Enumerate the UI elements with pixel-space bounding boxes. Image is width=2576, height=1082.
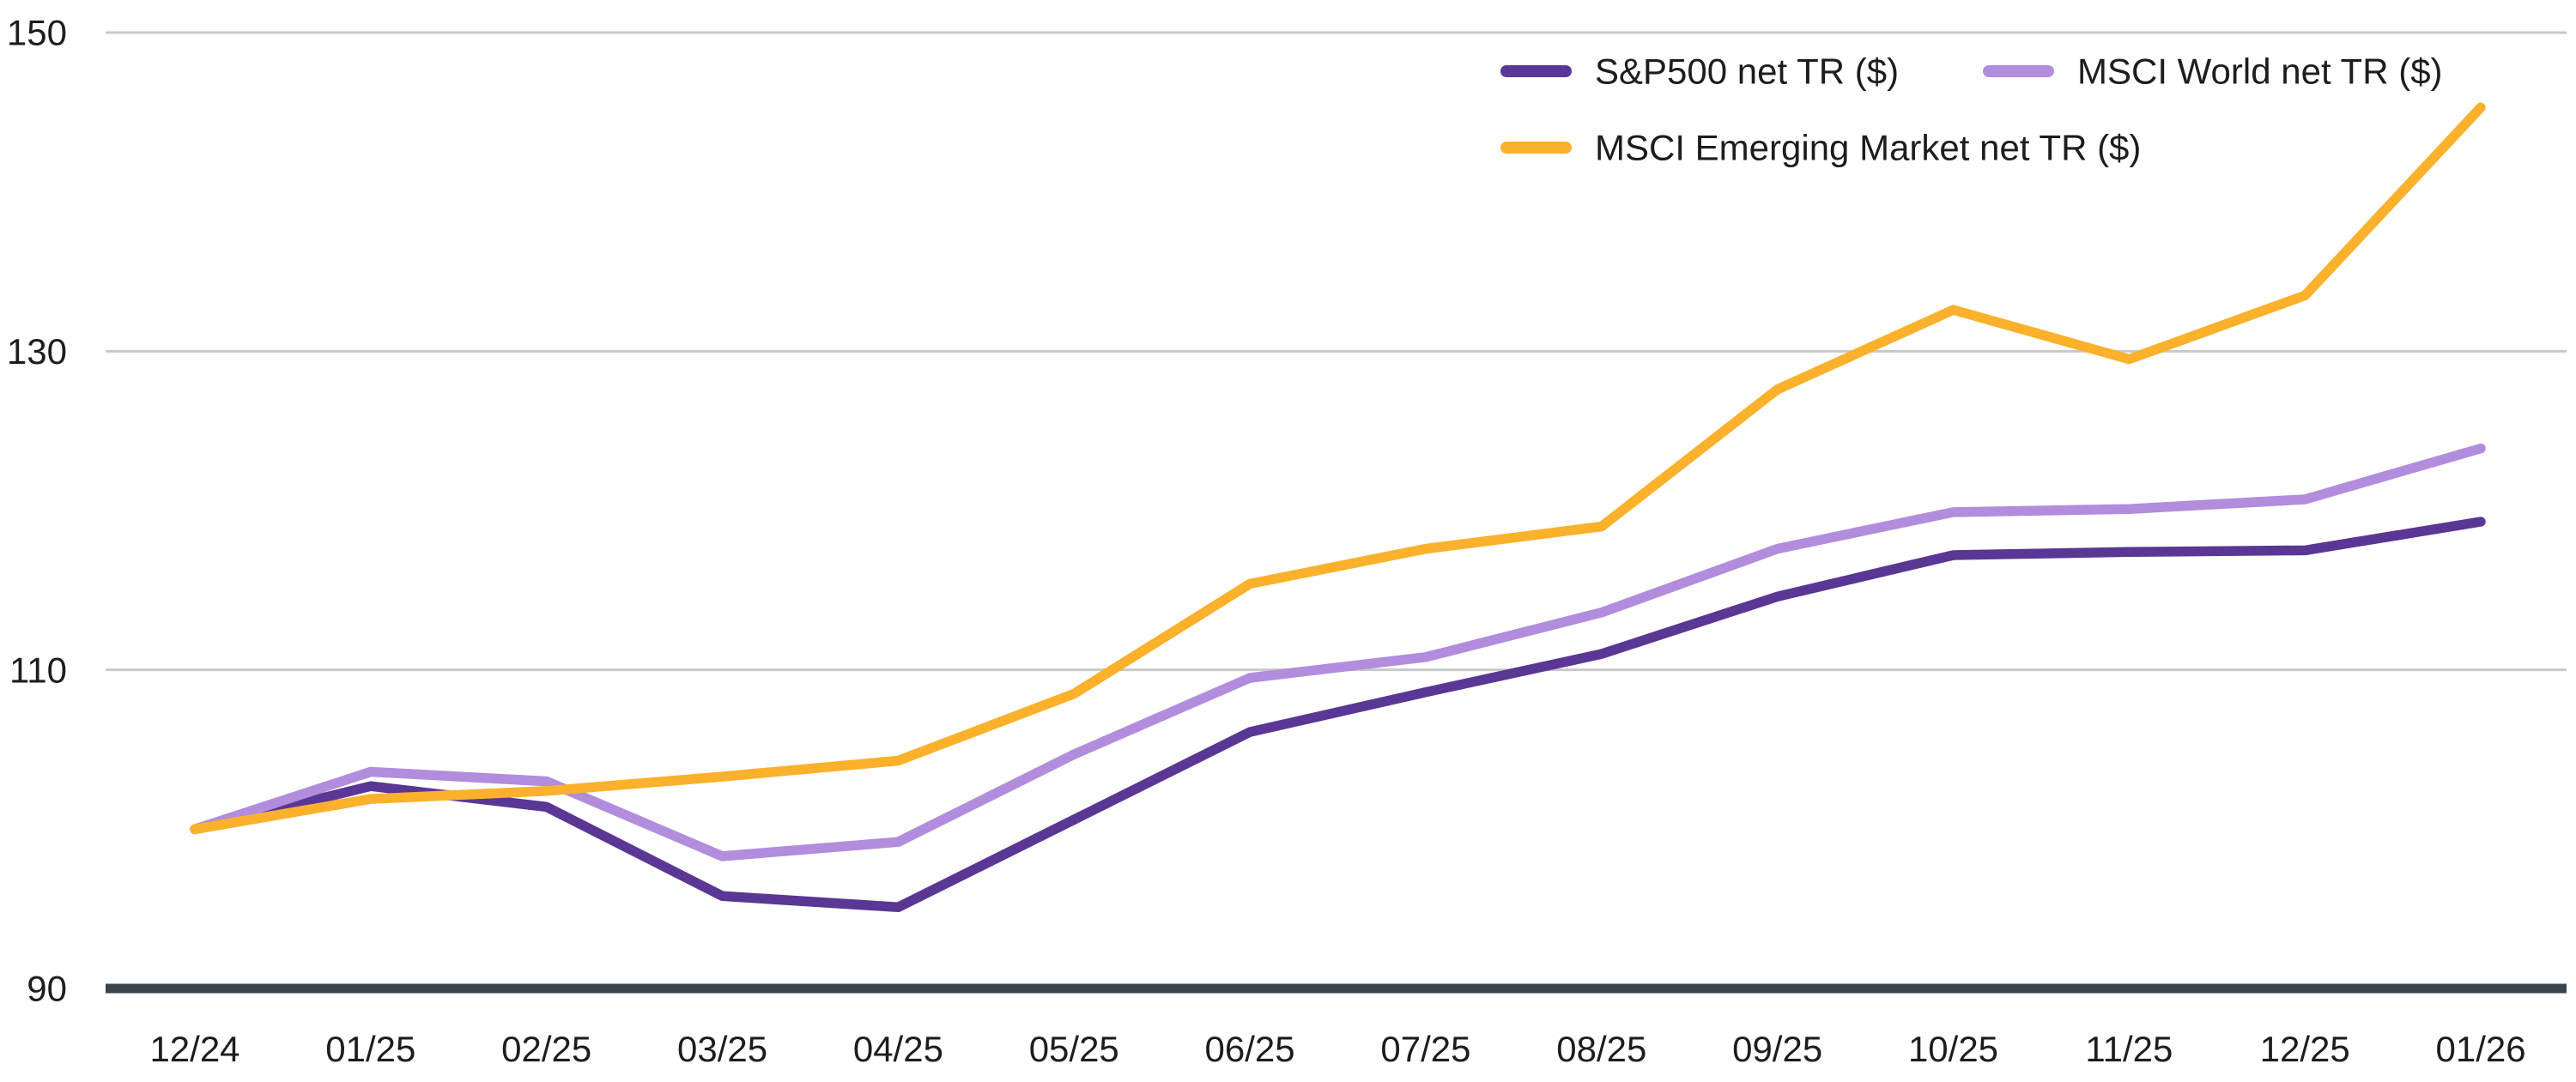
x-tick-label-09-25: 09/25 [1732, 1029, 1822, 1069]
series-lines-group [190, 102, 2486, 913]
legend-group: S&P500 net TR ($) MSCI World net TR ($) MS… [1500, 51, 2443, 168]
y-tick-label-110: 110 [9, 650, 67, 690]
legend-swatch-2 [1500, 142, 1572, 154]
legend-label-0: S&P500 net TR ($) [1595, 51, 1899, 92]
x-tick-labels-group: 12/24 01/25 02/25 03/25 04/25 05/25 06/25 07/25… [149, 1029, 2525, 1069]
gridlines-group [106, 31, 2567, 672]
x-tick-label-03-25: 03/25 [677, 1029, 767, 1069]
x-tick-label-12-24: 12/24 [149, 1029, 239, 1069]
x-tick-label-04-25: 04/25 [853, 1029, 943, 1069]
legend-swatch-0 [1500, 65, 1572, 77]
legend-label-1: MSCI World net TR ($) [2077, 51, 2443, 92]
y-tick-label-130: 130 [7, 331, 67, 372]
x-tick-label-06-25: 06/25 [1205, 1029, 1295, 1069]
x-tick-label-01-26: 01/26 [2435, 1029, 2525, 1069]
series-line-0 [190, 517, 2486, 913]
y-tick-label-150: 150 [7, 13, 67, 53]
x-tick-label-02-25: 02/25 [501, 1029, 591, 1069]
x-tick-label-05-25: 05/25 [1029, 1029, 1119, 1069]
x-tick-label-11-25: 11/25 [2085, 1029, 2173, 1069]
x-tick-label-07-25: 07/25 [1380, 1029, 1470, 1069]
y-tick-labels-group: 150 130 110 90 [7, 13, 67, 1009]
legend-label-2: MSCI Emerging Market net TR ($) [1595, 128, 2141, 168]
legend-swatch-1 [1983, 65, 2054, 77]
x-tick-label-10-25: 10/25 [1908, 1029, 1998, 1069]
y-tick-label-90: 90 [27, 969, 67, 1009]
series-line-2 [190, 102, 2486, 835]
series-line-1 [190, 443, 2486, 861]
x-tick-label-01-25: 01/25 [325, 1029, 415, 1069]
x-tick-label-08-25: 08/25 [1556, 1029, 1646, 1069]
x-tick-label-12-25: 12/25 [2260, 1029, 2350, 1069]
